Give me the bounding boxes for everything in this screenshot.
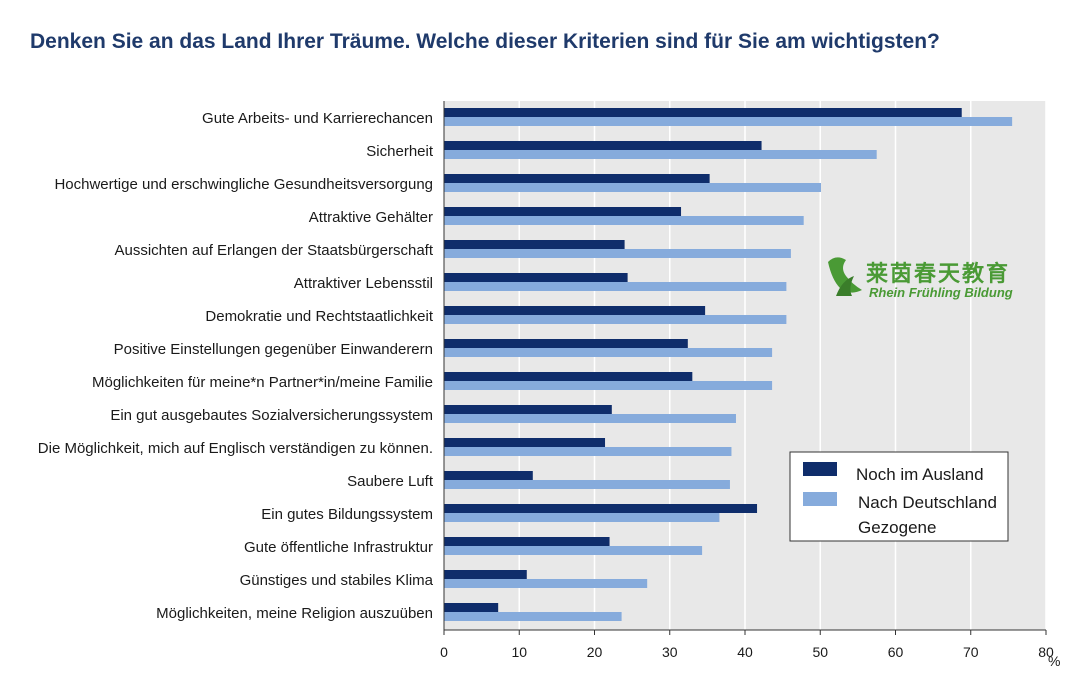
bar-nach-deutschland-gezogene [444, 348, 773, 357]
bar-nach-deutschland-gezogene [444, 117, 1013, 126]
bar-nach-deutschland-gezogene [444, 282, 787, 291]
category-label: Ein gut ausgebautes Sozialversicherungss… [110, 407, 433, 424]
category-label: Positive Einstellungen gegenüber Einwand… [114, 341, 433, 358]
x-tick-label-70: 70 [963, 644, 979, 660]
legend-swatch-nach-deutschland [803, 492, 837, 506]
bar-nach-deutschland-gezogene [444, 480, 730, 489]
bar-noch-im-ausland [444, 306, 706, 315]
bar-nach-deutschland-gezogene [444, 150, 877, 159]
category-label: Sicherheit [366, 143, 434, 160]
bar-nach-deutschland-gezogene [444, 546, 703, 555]
bar-nach-deutschland-gezogene [444, 315, 787, 324]
bar-nach-deutschland-gezogene [444, 612, 622, 621]
x-tick-label-0: 0 [440, 644, 448, 660]
bar-noch-im-ausland [444, 339, 688, 348]
logo-icon [828, 257, 862, 296]
bar-noch-im-ausland [444, 240, 625, 249]
bar-noch-im-ausland [444, 273, 628, 282]
bar-noch-im-ausland [444, 504, 758, 513]
category-label: Hochwertige und erschwingliche Gesundhei… [54, 176, 433, 193]
legend-swatch-noch-im-ausland [803, 462, 837, 476]
watermark-chinese-text: 莱茵春天教育 [866, 261, 1010, 286]
x-tick-label-40: 40 [737, 644, 753, 660]
bar-noch-im-ausland [444, 207, 682, 216]
legend: Noch im Ausland Nach Deutschland Gezogen… [789, 451, 1009, 542]
watermark-english-text: Rhein Frühling Bildung [869, 285, 1013, 300]
x-tick-label-30: 30 [662, 644, 678, 660]
category-label: Gute Arbeits- und Karrierechancen [202, 110, 433, 127]
bar-noch-im-ausland [444, 108, 962, 117]
category-label: Demokratie und Rechtstaatlichkeit [205, 308, 433, 325]
category-label: Günstiges und stabiles Klima [240, 572, 434, 589]
category-label: Aussichten auf Erlangen der Staatsbürger… [114, 242, 433, 259]
bar-nach-deutschland-gezogene [444, 414, 736, 423]
x-tick-label-10: 10 [511, 644, 527, 660]
bar-nach-deutschland-gezogene [444, 579, 648, 588]
x-axis-ticks: 0 10 20 30 40 50 60 70 80 [440, 629, 1054, 660]
category-label: Attraktive Gehälter [309, 209, 433, 226]
bar-nach-deutschland-gezogene [444, 381, 773, 390]
category-label: Attraktiver Lebensstil [294, 275, 433, 292]
bar-noch-im-ausland [444, 141, 762, 150]
bar-noch-im-ausland [444, 174, 710, 183]
bar-noch-im-ausland [444, 372, 693, 381]
legend-label-nach-deutschland: Nach Deutschland [858, 493, 997, 512]
x-tick-label-60: 60 [888, 644, 904, 660]
category-label: Gute öffentliche Infrastruktur [244, 539, 433, 556]
bar-noch-im-ausland [444, 405, 612, 414]
x-axis-unit-label: % [1048, 653, 1060, 669]
category-label: Ein gutes Bildungssystem [261, 506, 433, 523]
category-labels: Gute Arbeits- und Karrierechancen Sicherh… [38, 110, 434, 622]
watermark-logo: 莱茵春天教育 Rhein Frühling Bildung [828, 257, 1013, 300]
bar-noch-im-ausland [444, 537, 610, 546]
bar-nach-deutschland-gezogene [444, 513, 720, 522]
bar-noch-im-ausland [444, 603, 499, 612]
category-label: Saubere Luft [347, 473, 434, 490]
x-tick-label-50: 50 [812, 644, 828, 660]
category-label: Die Möglichkeit, mich auf Englisch verst… [38, 440, 433, 457]
legend-label-gezogene: Gezogene [858, 518, 936, 537]
bar-nach-deutschland-gezogene [444, 447, 732, 456]
bar-noch-im-ausland [444, 438, 606, 447]
bar-noch-im-ausland [444, 471, 533, 480]
bars [444, 108, 1013, 621]
category-label: Möglichkeiten, meine Religion auszuüben [156, 605, 433, 622]
bar-noch-im-ausland [444, 570, 527, 579]
bar-nach-deutschland-gezogene [444, 183, 822, 192]
bar-nach-deutschland-gezogene [444, 249, 791, 258]
x-tick-label-20: 20 [587, 644, 603, 660]
chart-title: Denken Sie an das Land Ihrer Träume. Wel… [30, 30, 940, 53]
category-label: Möglichkeiten für meine*n Partner*in/mei… [92, 374, 433, 391]
legend-label-noch-im-ausland: Noch im Ausland [856, 465, 984, 484]
x-tick-label-80: 80 [1038, 644, 1054, 660]
bar-nach-deutschland-gezogene [444, 216, 804, 225]
